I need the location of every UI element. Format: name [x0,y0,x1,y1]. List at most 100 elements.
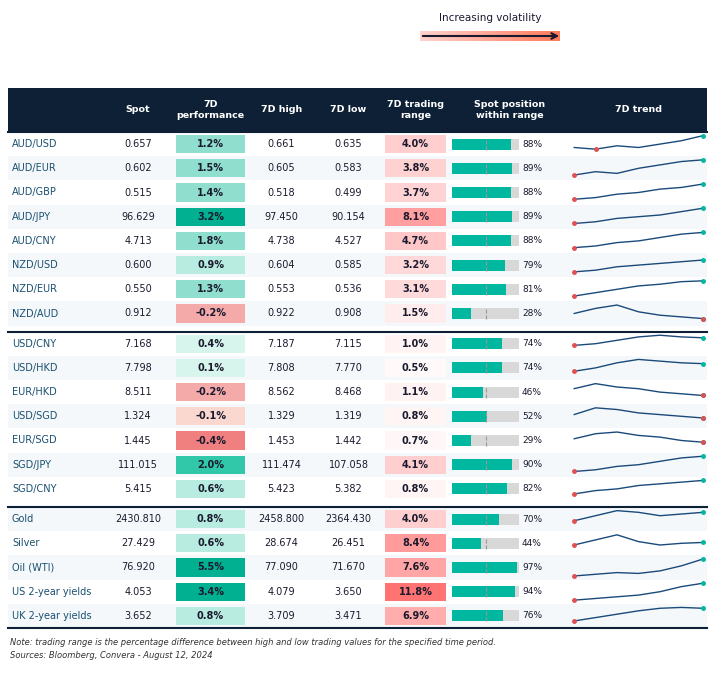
Text: 28.674: 28.674 [265,538,298,548]
Text: 0.518: 0.518 [267,188,295,197]
Bar [452,484,507,495]
Bar [176,455,245,474]
Bar [385,358,446,377]
Bar [8,507,707,531]
Text: 111.474: 111.474 [262,460,302,470]
Text: 0.912: 0.912 [124,308,152,319]
Text: Oil (WTI): Oil (WTI) [12,563,54,572]
Text: AUD/EUR: AUD/EUR [12,163,56,173]
Text: -0.2%: -0.2% [195,387,226,397]
Text: 76%: 76% [522,612,542,621]
Text: 3.471: 3.471 [335,611,363,621]
Text: 3.2%: 3.2% [197,212,224,222]
Text: 1.453: 1.453 [267,436,295,446]
Bar [518,31,521,41]
Bar [8,332,707,356]
Bar [462,31,465,41]
Bar [452,211,519,222]
Text: 8.4%: 8.4% [402,538,429,548]
Text: 79%: 79% [522,261,542,270]
Bar [510,31,513,41]
Bar [452,460,513,470]
Text: 82%: 82% [522,484,542,493]
Text: SGD/JPY: SGD/JPY [12,460,51,470]
Bar [516,31,518,41]
Bar [487,31,490,41]
Text: 0.602: 0.602 [124,163,152,173]
Text: 3.8%: 3.8% [402,163,429,173]
Bar [176,383,245,401]
Bar [452,411,487,422]
Bar [452,387,519,398]
Text: 2458.800: 2458.800 [258,514,305,524]
Text: 90%: 90% [522,460,542,469]
Bar [532,31,535,41]
Bar [385,534,446,552]
Text: 0.6%: 0.6% [197,484,224,494]
Bar [452,187,511,198]
Text: 5.415: 5.415 [124,484,152,494]
Bar [385,232,446,250]
Text: 1.2%: 1.2% [197,139,224,149]
Bar [385,135,446,153]
Bar [385,407,446,425]
Text: 1.1%: 1.1% [402,387,429,397]
Bar [452,211,512,222]
Bar [538,31,541,41]
Bar [452,562,519,573]
Bar [482,31,484,41]
Bar [452,259,505,270]
Bar [176,208,245,226]
Text: 11.8%: 11.8% [398,587,433,596]
Bar [448,31,450,41]
Bar [535,31,538,41]
Bar [549,31,551,41]
Bar [176,558,245,577]
Text: 0.605: 0.605 [267,163,295,173]
Text: 0.8%: 0.8% [197,611,224,621]
Text: 8.468: 8.468 [335,387,363,397]
Bar [8,579,707,604]
Text: 0.5%: 0.5% [402,363,429,373]
Bar [452,411,519,422]
Text: 0.604: 0.604 [267,260,295,270]
Bar [425,31,428,41]
Text: 1.329: 1.329 [267,411,295,421]
Text: 44%: 44% [522,539,542,548]
Bar [507,31,510,41]
Text: 29%: 29% [522,436,542,445]
Bar [452,308,470,319]
Text: 70%: 70% [522,515,542,524]
Bar [468,31,470,41]
Bar [513,31,516,41]
Text: Spot: Spot [126,105,150,114]
Bar [452,187,519,198]
Text: 6.9%: 6.9% [402,611,429,621]
Bar [8,453,707,477]
Bar [452,259,519,270]
Text: 4.527: 4.527 [335,236,363,246]
Bar [541,31,543,41]
Bar [452,338,519,349]
Text: 3.4%: 3.4% [197,587,224,596]
Bar [8,380,707,404]
Bar [8,132,707,156]
Bar [452,363,502,374]
Bar [176,159,245,178]
Text: NZD/EUR: NZD/EUR [12,284,57,294]
Text: 0.8%: 0.8% [402,411,429,421]
Bar [452,338,502,349]
Bar [452,538,519,549]
Text: 3.7%: 3.7% [402,188,429,197]
Text: 7.168: 7.168 [124,338,152,349]
Bar [440,31,443,41]
Text: 90.154: 90.154 [332,212,365,222]
Bar [450,31,453,41]
Text: 1.5%: 1.5% [402,308,429,319]
Bar [476,31,479,41]
Text: 7.6%: 7.6% [402,563,429,572]
Bar [385,455,446,474]
Bar [445,31,448,41]
Bar [452,363,519,374]
Text: 7D high: 7D high [261,105,302,114]
